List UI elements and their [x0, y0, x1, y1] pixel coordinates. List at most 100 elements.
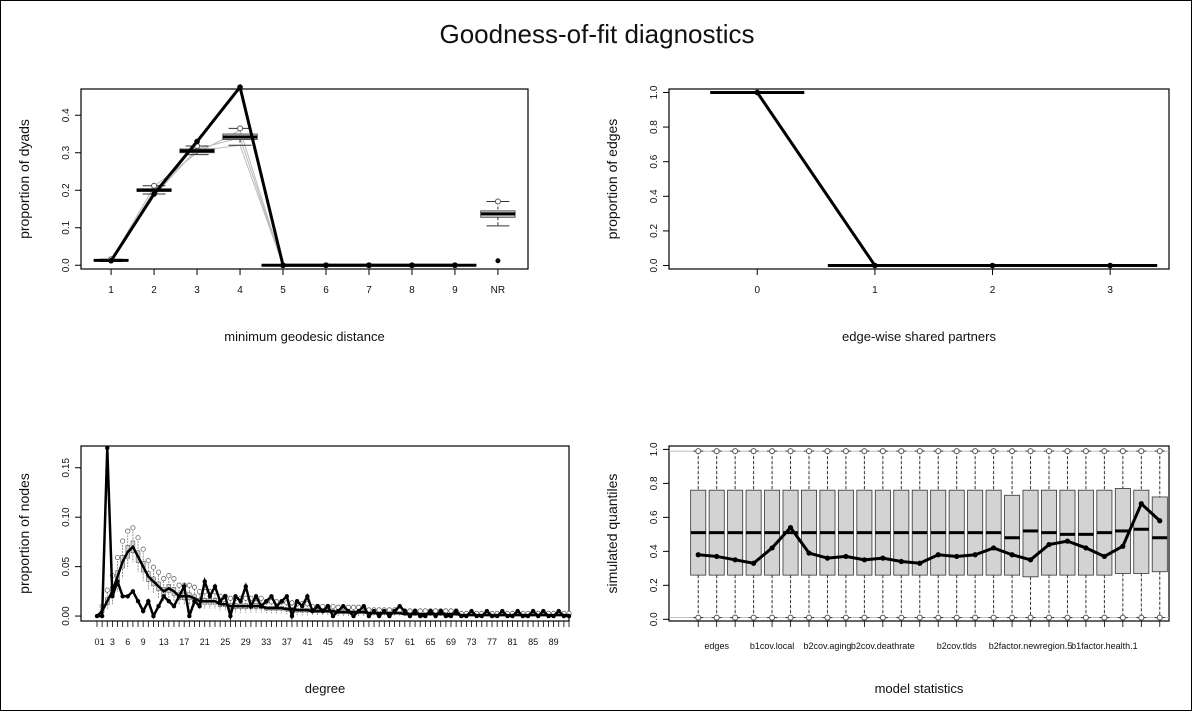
model-extreme-point — [750, 614, 757, 621]
model-extreme-point — [879, 614, 886, 621]
geodesic-extreme-point — [151, 182, 158, 189]
degree-observed-point — [530, 608, 536, 614]
degree-observed-point — [110, 594, 115, 599]
model-observed-point — [861, 557, 867, 563]
geodesic-xtick-label: 7 — [366, 285, 372, 296]
degree-extreme-point — [130, 525, 136, 531]
model-extreme-point — [953, 448, 960, 455]
degree-observed-point — [156, 603, 161, 609]
degree-xtick-label: 29 — [241, 637, 251, 647]
model-extreme-point — [806, 448, 812, 455]
model-extreme-point — [953, 614, 960, 621]
degree-xtick-label: 17 — [179, 637, 189, 647]
degree-extreme-point — [135, 535, 141, 541]
esp-ytick-label: 0.0 — [649, 258, 660, 272]
model-extreme-point — [769, 614, 776, 621]
geodesic-observed-point — [151, 191, 157, 197]
degree-observed-point — [428, 608, 433, 614]
degree-observed-point — [556, 608, 561, 614]
degree-observed-point — [407, 613, 413, 619]
degree-observed-point — [361, 603, 366, 609]
degree-extreme-point — [186, 582, 192, 588]
degree-observed-point — [294, 599, 300, 604]
degree-extreme-point — [120, 538, 126, 544]
degree-observed-point — [274, 603, 279, 609]
degree-xtick-label: 0 — [94, 637, 99, 647]
geodesic-observed-point — [366, 262, 372, 269]
degree-observed-point — [356, 608, 361, 614]
geodesic-observed-point — [409, 262, 415, 269]
geodesic-observed-point — [323, 262, 329, 269]
degree-extreme-point — [227, 595, 233, 601]
degree-observed-point — [151, 613, 156, 619]
geodesic-observed-point — [194, 138, 200, 145]
degree-extreme-point — [330, 603, 336, 609]
model-box — [1077, 489, 1094, 576]
esp-ytick-label: 0.2 — [649, 224, 660, 238]
degree-observed-point — [351, 613, 356, 619]
model-observed-point — [824, 555, 831, 561]
degree-xtick-label: 61 — [405, 637, 415, 647]
degree-observed-point — [459, 613, 464, 619]
degree-observed-point — [464, 613, 469, 619]
degree-observed-point — [171, 603, 177, 609]
model-xtick-label: edges — [704, 641, 729, 651]
geodesic-ytick-label: 0.4 — [61, 108, 72, 122]
degree-xtick-label: 69 — [446, 637, 456, 647]
degree-observed-point — [453, 608, 459, 614]
figure-title: Goodness-of-fit diagnostics — [439, 19, 755, 49]
esp-observed-point — [989, 262, 996, 269]
degree-observed-point — [253, 594, 259, 599]
model-extreme-point — [769, 448, 776, 455]
model-observed-point — [732, 557, 738, 563]
degree-extreme-point — [125, 528, 131, 534]
degree-observed-point — [489, 613, 495, 619]
esp-observed-point — [754, 89, 761, 96]
model-xtick-label: b2cov.deathrate — [851, 641, 915, 651]
model-observed-point — [1157, 518, 1163, 524]
esp-xtick-label: 1 — [872, 285, 878, 296]
degree-xtick-label: 37 — [282, 637, 292, 647]
model-ytick-label: 0.4 — [649, 544, 660, 558]
esp-ytick-label: 0.6 — [649, 154, 660, 168]
degree-observed-point — [335, 608, 341, 614]
esp-plot-frame — [668, 88, 1170, 270]
esp-xtick-label: 0 — [754, 285, 760, 296]
model-observed-point — [1083, 545, 1089, 551]
degree-xtick-label: 85 — [528, 637, 538, 647]
model-extreme-point — [1027, 448, 1034, 455]
model-ytick-label: 0.8 — [649, 476, 660, 490]
degree-observed-point — [258, 603, 264, 609]
degree-observed-point — [279, 599, 284, 604]
degree-x-axis-title: degree — [305, 681, 345, 696]
degree-extreme-point — [161, 576, 167, 582]
esp-observed-point — [872, 262, 878, 269]
degree-observed-point — [330, 613, 336, 619]
model-extreme-point — [787, 448, 794, 455]
model-ytick-label: 0.0 — [649, 612, 660, 626]
model-xtick-label: b2cov.tlds — [937, 641, 977, 651]
degree-observed-point — [484, 608, 490, 614]
degree-observed-point — [146, 599, 151, 604]
degree-xtick-label: 1 — [100, 637, 105, 647]
degree-xtick-label: 9 — [141, 637, 146, 647]
model-observed-point — [769, 545, 775, 551]
esp-xtick-label: 3 — [1107, 285, 1113, 296]
model-xtick-label: b1factor.health.1 — [1071, 641, 1138, 651]
model-extreme-point — [1138, 614, 1145, 621]
geodesic-ytick-label: 0.1 — [61, 220, 72, 234]
model-xtick-label: b2cov.aging — [804, 641, 852, 651]
degree-extreme-point — [104, 587, 110, 593]
model-extreme-point — [898, 614, 905, 621]
degree-extreme-point — [422, 608, 428, 614]
model-extreme-point — [1009, 448, 1016, 455]
degree-extreme-point — [350, 604, 357, 610]
degree-extreme-point — [258, 595, 264, 601]
model-observed-point — [954, 553, 960, 560]
degree-observed-point — [99, 613, 105, 619]
model-extreme-point — [861, 614, 868, 621]
degree-observed-point — [228, 613, 233, 619]
geodesic-extreme-point — [494, 198, 501, 205]
model-extreme-point — [713, 448, 720, 455]
